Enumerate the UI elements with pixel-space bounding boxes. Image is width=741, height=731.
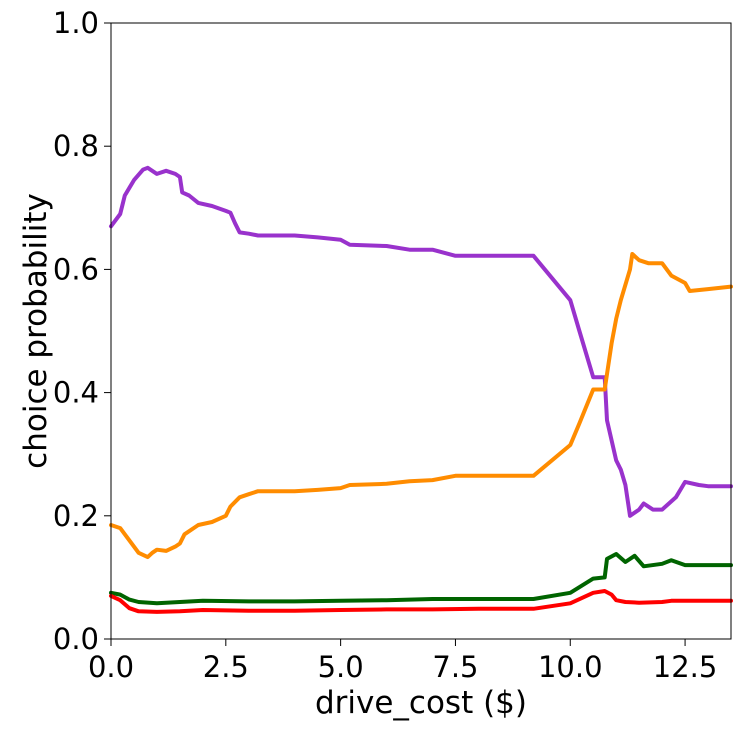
series-line-1 <box>109 165 733 518</box>
x-tick-label: 12.5 <box>653 650 718 684</box>
series-line-3 <box>109 552 733 606</box>
series-layer <box>109 165 733 614</box>
x-tick-label: 10.0 <box>538 650 603 684</box>
y-tick-label: 1.0 <box>53 6 99 40</box>
y-tick-label: 0.8 <box>53 129 99 163</box>
y-tick-label: 0.0 <box>53 622 99 656</box>
x-tick-label: 0.0 <box>88 650 134 684</box>
plot-frame <box>110 22 732 640</box>
x-tick-label: 7.5 <box>432 650 478 684</box>
series-line-4 <box>109 589 733 614</box>
x-axis-ticks: 0.0 2.5 5.0 7.5 10.0 12.5 <box>88 639 717 684</box>
x-axis-label: drive_cost ($) <box>315 685 527 721</box>
x-tick-label: 5.0 <box>318 650 364 684</box>
x-tick-label: 2.5 <box>203 650 249 684</box>
y-axis-label: choice probability <box>18 193 54 469</box>
y-tick-label: 0.4 <box>53 376 99 410</box>
y-tick-label: 0.2 <box>53 499 99 533</box>
y-tick-label: 0.6 <box>53 252 99 286</box>
y-axis-ticks: 0.0 0.2 0.4 0.6 0.8 1.0 <box>53 6 111 656</box>
series-line-2 <box>109 252 733 560</box>
